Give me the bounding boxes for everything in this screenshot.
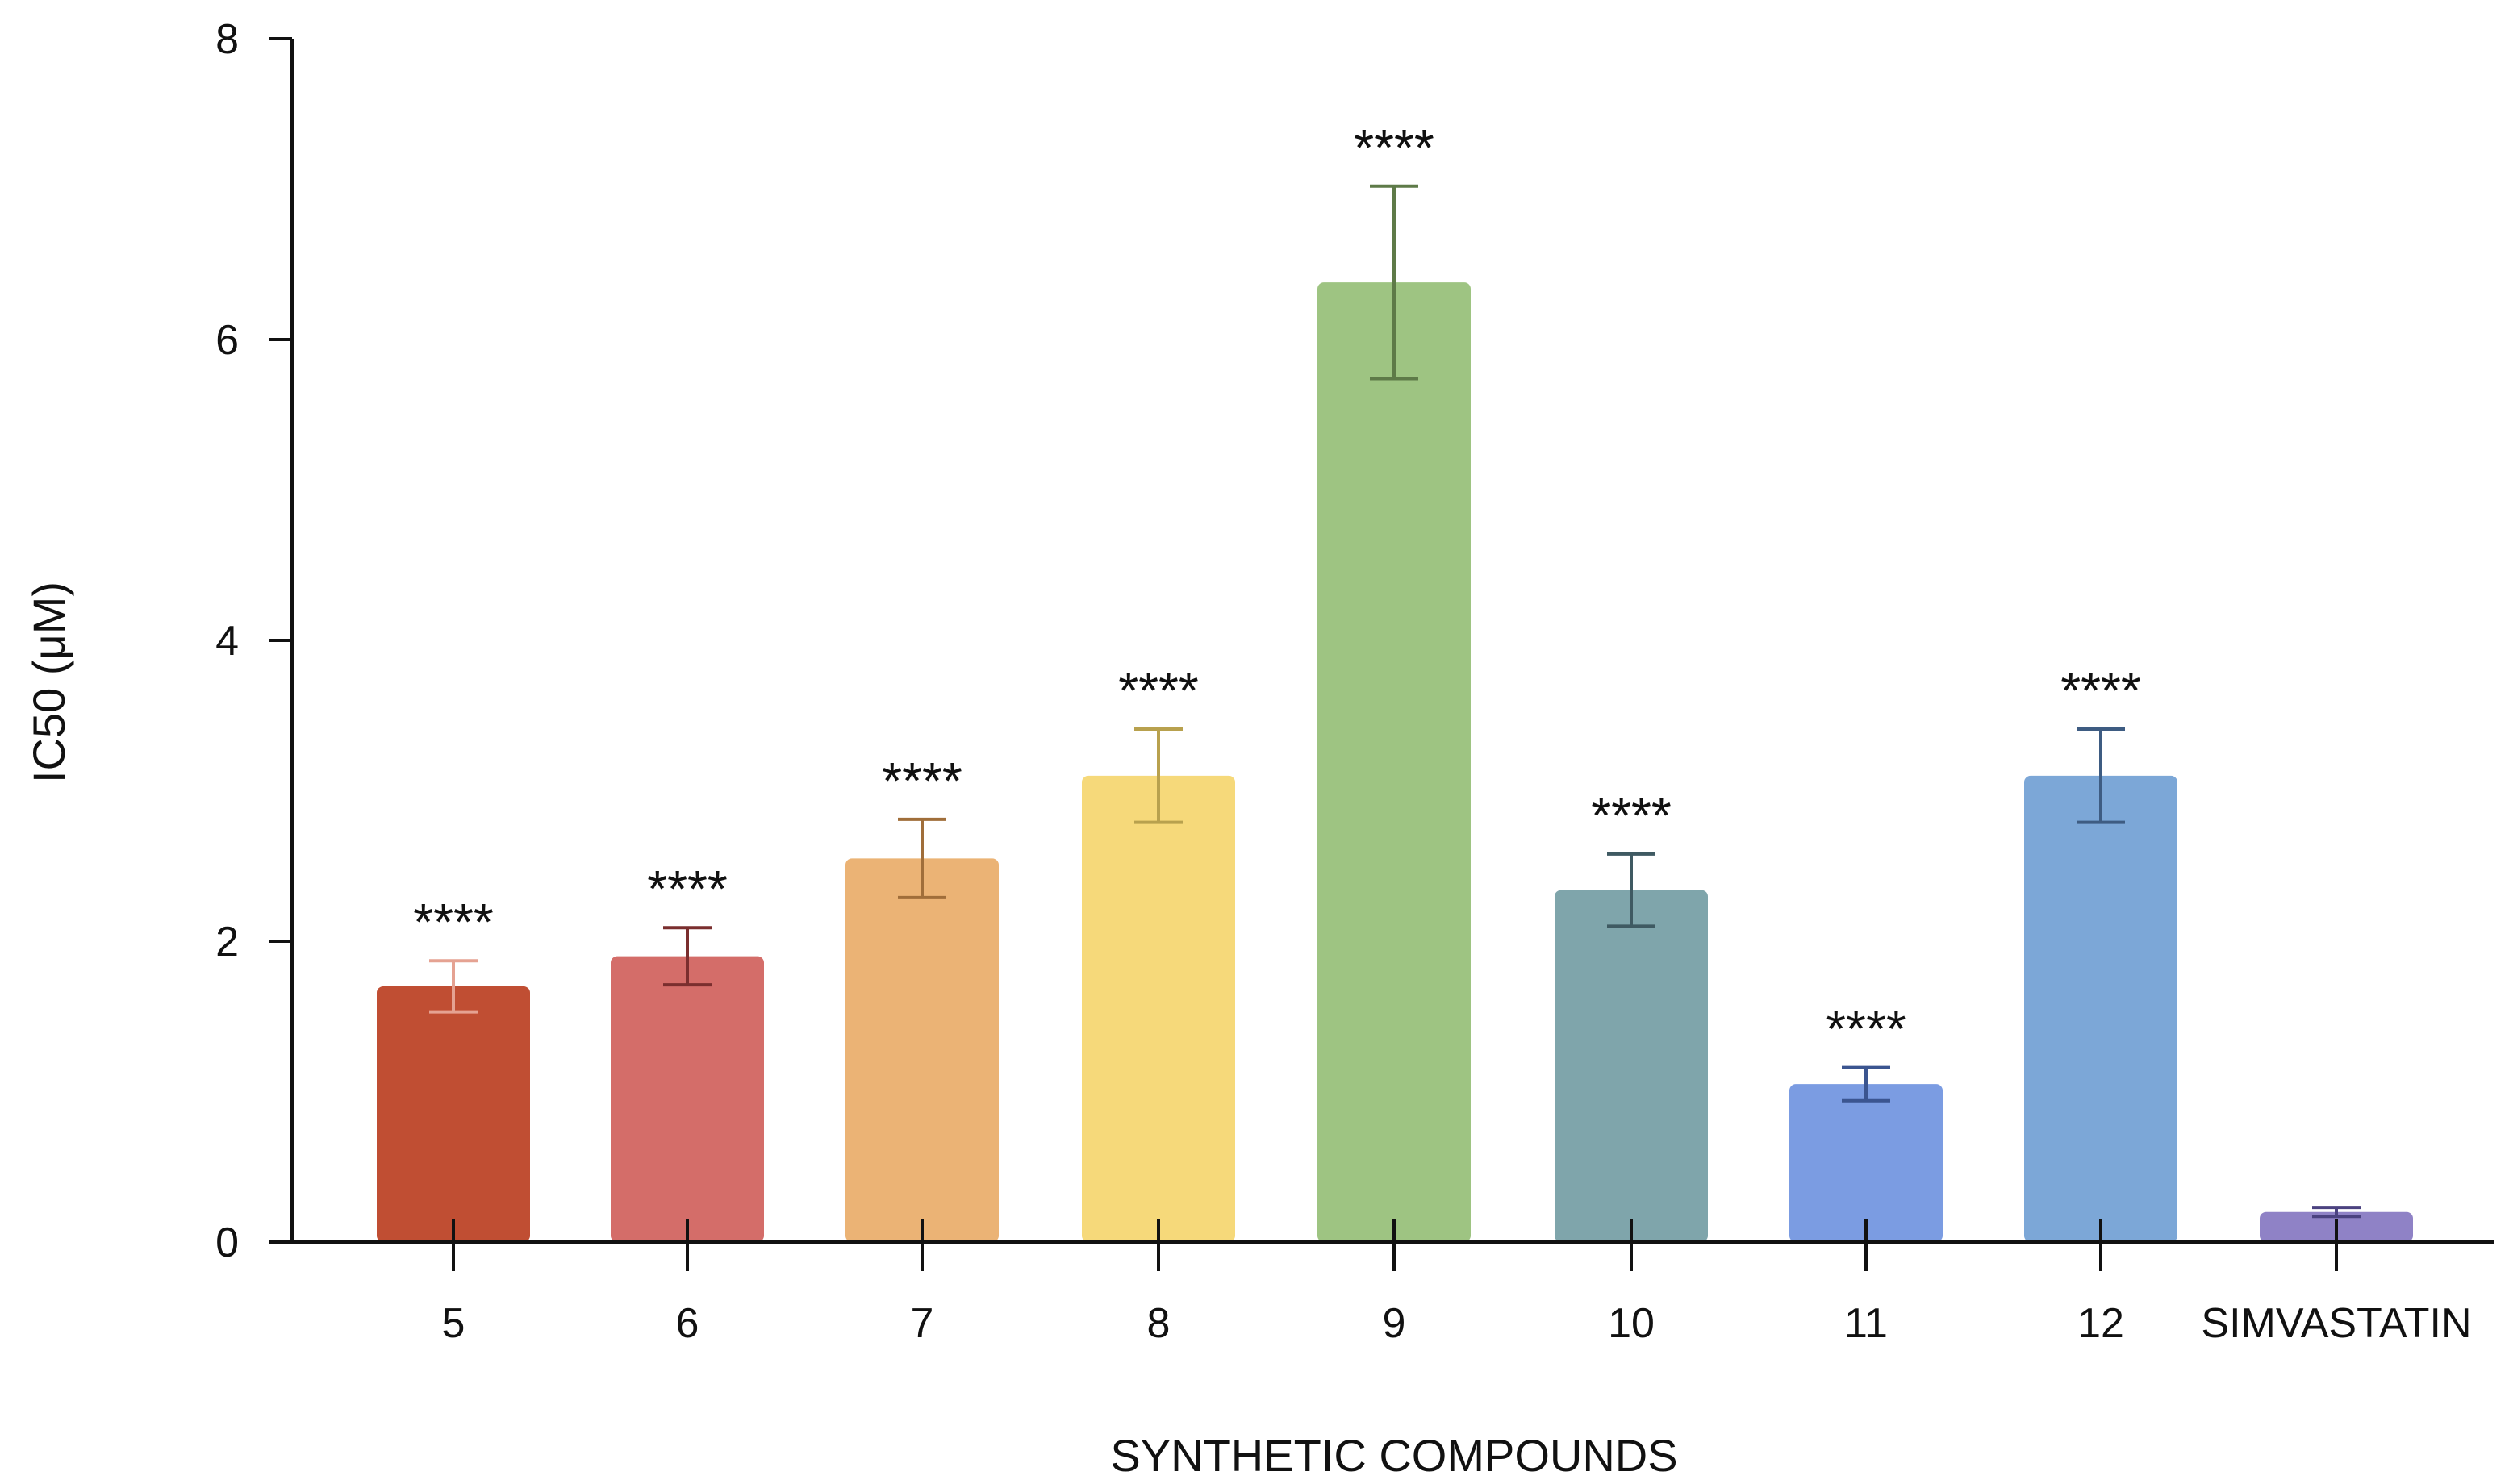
bar [1789, 1084, 1943, 1242]
x-axis-title: SYNTHETIC COMPOUNDS [1110, 1430, 1677, 1481]
x-tick-label: 8 [1147, 1300, 1171, 1347]
significance-label: **** [647, 860, 728, 918]
bar [611, 956, 764, 1242]
y-tick-label: 0 [215, 1219, 239, 1266]
significance-label: **** [2060, 661, 2141, 719]
bar [377, 986, 530, 1242]
bar [1317, 282, 1471, 1242]
error-bars-layer [429, 184, 2361, 1219]
significance-label: **** [1826, 1000, 1906, 1058]
x-tick-label: 11 [1844, 1300, 1888, 1347]
x-tick-label: 9 [1383, 1300, 1406, 1347]
y-axis-title: IC50 (μM) [23, 582, 74, 783]
y-tick-label: 2 [215, 919, 239, 965]
x-tick-label: SIMVASTATIN [2201, 1300, 2471, 1347]
x-tick-label: 5 [442, 1300, 465, 1347]
y-tick-label: 6 [215, 317, 239, 364]
y-tick-label: 8 [215, 16, 239, 63]
significance-label: **** [1118, 661, 1199, 719]
x-ticks-layer: 5 6 7 8 9 10 11 12 SIMVASTATIN [442, 1219, 2472, 1347]
bar [2024, 775, 2177, 1242]
significance-label: **** [1354, 119, 1434, 177]
x-tick-label: 10 [1608, 1300, 1655, 1347]
significance-layer: **** **** **** **** **** **** **** **** [413, 119, 2141, 1058]
x-tick-label: 6 [676, 1300, 699, 1347]
significance-label: **** [882, 752, 962, 810]
x-tick-label: 7 [911, 1300, 934, 1347]
y-tick-label: 4 [215, 618, 239, 665]
bars-layer [377, 282, 2413, 1242]
significance-label: **** [1591, 786, 1672, 844]
bar [845, 858, 999, 1242]
significance-label: **** [413, 893, 494, 951]
x-tick-label: 12 [2077, 1300, 2124, 1347]
bar [1555, 890, 1708, 1242]
y-ticks-layer: 0 2 4 6 8 [215, 16, 292, 1266]
bar [1082, 775, 1235, 1242]
